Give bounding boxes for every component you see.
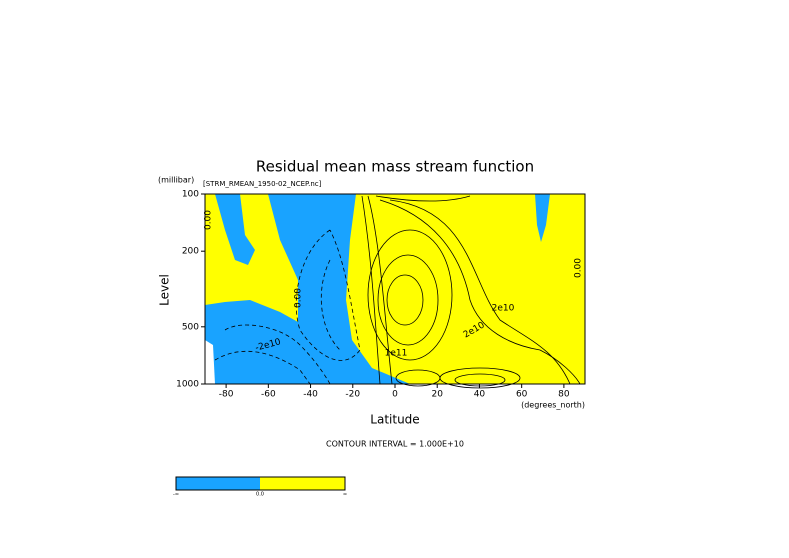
x-tick-label: 80 xyxy=(558,390,570,400)
contour-line xyxy=(375,195,471,202)
contour-line xyxy=(395,369,441,387)
contour-label: 2e10 xyxy=(492,304,515,314)
y-tick-label: 1000 xyxy=(176,380,199,390)
missing-region xyxy=(205,340,215,384)
colorbar-positive xyxy=(260,477,345,490)
colorbar-label: -∞ xyxy=(173,492,179,498)
contour-interval: CONTOUR INTERVAL = 1.000E+10 xyxy=(326,440,464,449)
y-tick-label: 100 xyxy=(182,190,199,200)
contour-line xyxy=(379,199,581,385)
x-tick-label: -20 xyxy=(345,390,360,400)
contour-line xyxy=(224,324,331,385)
contour-label: 0.00 xyxy=(204,210,214,230)
negative-overlay xyxy=(215,194,255,265)
contour-line xyxy=(386,274,424,326)
colorbar-frame xyxy=(175,476,346,491)
contour-line xyxy=(454,373,506,387)
x-tick-label: -40 xyxy=(303,390,318,400)
x-axis-label: Latitude xyxy=(370,413,419,427)
colorbar-negative xyxy=(176,477,260,490)
contour-line xyxy=(377,254,439,346)
contour-line xyxy=(389,199,571,385)
x-tick-label: 40 xyxy=(474,390,486,400)
contour-line xyxy=(214,350,311,385)
x-tick-label: 20 xyxy=(431,390,443,400)
colorbar-label: ∞ xyxy=(343,492,347,498)
subtitle: [STRM_RMEAN_1950-02_NCEP.nc] xyxy=(203,180,322,188)
y-tick-label: 500 xyxy=(182,322,199,332)
y-axis-label: Level xyxy=(158,274,172,306)
contour-label: 0.00 xyxy=(574,258,584,278)
negative-region xyxy=(215,194,255,265)
y-unit: (millibar) xyxy=(158,176,194,185)
contour-line xyxy=(367,229,453,361)
contour-line xyxy=(320,259,341,351)
chart-title: Residual mean mass stream function xyxy=(256,158,534,176)
contour-line xyxy=(367,195,393,385)
x-tick-label: 0 xyxy=(392,390,398,400)
x-tick-label: 60 xyxy=(516,390,528,400)
x-tick-label: -80 xyxy=(219,390,234,400)
contour-label: 1e11 xyxy=(385,349,408,359)
negative-region xyxy=(535,194,550,242)
contour-line xyxy=(295,229,361,361)
x-unit: (degrees_north) xyxy=(521,401,585,410)
contour-line xyxy=(361,195,381,385)
contour-label: 0.00 xyxy=(294,288,304,308)
contours xyxy=(214,195,581,389)
y-tick-label: 200 xyxy=(182,247,199,257)
x-tick-label: -60 xyxy=(261,390,276,400)
colorbar-label: 0.0 xyxy=(256,492,264,498)
colorbar xyxy=(175,476,346,491)
